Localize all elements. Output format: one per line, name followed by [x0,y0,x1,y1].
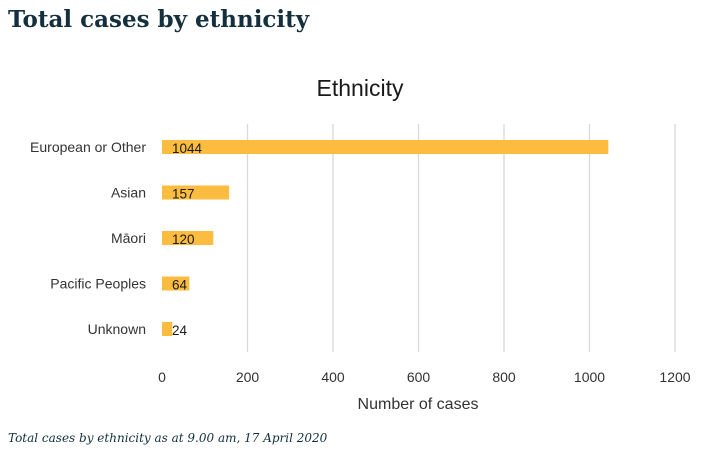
grid-lines [246,124,676,352]
data-label: 64 [172,278,188,293]
x-tick-label: 800 [492,369,516,385]
bar [162,140,609,154]
category-label: Māori [111,230,146,246]
bar [162,185,230,200]
category-labels: European or Other Asian Māori Pacific Peopl… [30,139,146,337]
category-label: European or Other [30,139,146,155]
x-axis-ticks: 0 200 400 600 800 1000 1200 [158,369,691,385]
chart-title: Ethnicity [317,75,404,101]
x-tick-label: 400 [321,369,345,385]
category-label: Unknown [88,321,146,337]
x-tick-label: 0 [158,369,166,385]
bar [162,231,214,245]
page-heading: Total cases by ethnicity [8,6,310,33]
x-tick-label: 600 [407,369,431,385]
bars: 1044 157 120 64 24 [162,140,609,338]
data-label: 157 [172,187,195,202]
chart-caption: Total cases by ethnicity as at 9.00 am, … [8,431,328,445]
data-label: 120 [172,232,195,247]
x-tick-label: 200 [236,369,260,385]
bar [162,276,190,291]
ethnicity-bar-chart: Ethnicity 1044 157 120 64 24 European or Oth… [30,75,691,413]
category-label: Pacific Peoples [50,276,146,292]
bar [162,322,173,336]
data-label: 1044 [172,141,203,156]
data-label: 24 [172,323,188,338]
category-label: Asian [111,185,146,201]
x-tick-label: 1200 [659,369,690,385]
x-tick-label: 1000 [574,369,605,385]
x-axis-label: Number of cases [358,396,479,413]
